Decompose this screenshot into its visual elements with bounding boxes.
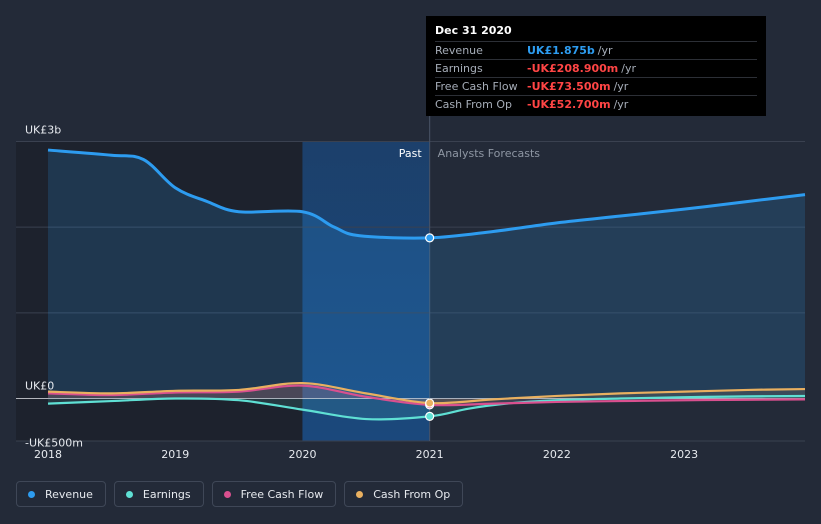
x-axis-label: 2020 [288,448,316,461]
tooltip-row-free-cash-flow: Free Cash Flow -UK£73.500m /yr [435,77,757,95]
x-axis-label: 2019 [161,448,189,461]
y-axis-label: -UK£500m [25,436,83,449]
tooltip-value: UK£1.875b [527,44,595,57]
tooltip-row-revenue: Revenue UK£1.875b /yr [435,41,757,59]
x-axis-label: 2018 [34,448,62,461]
tooltip-unit: /yr [613,98,629,111]
legend-dot-icon [223,490,231,498]
legend-item-earnings[interactable]: Earnings [113,481,204,507]
tooltip-value: -UK£52.700m [527,98,611,111]
legend: Revenue Earnings Free Cash Flow Cash Fro… [16,481,471,507]
highlight-point-earnings [425,411,435,422]
x-axis-label: 2022 [543,448,571,461]
tooltip-label: Revenue [435,44,483,57]
tooltip-label: Cash From Op [435,98,513,111]
series-line-earnings [47,394,806,421]
legend-label: Cash From Op [373,487,451,501]
forecast-label: Analysts Forecasts [438,147,541,160]
tooltip-unit: /yr [621,62,636,75]
tooltip-value: -UK£73.500m [527,80,611,93]
legend-label: Revenue [45,487,93,501]
tooltip-unit: /yr [597,44,613,57]
y-axis-label: UK£3b [25,124,61,137]
legend-item-revenue[interactable]: Revenue [16,481,106,507]
x-axis-label: 2023 [670,448,698,461]
tooltip-unit: /yr [613,80,629,93]
tooltip-value: -UK£208.900m [527,62,619,75]
tooltip-label: Earnings [435,62,483,75]
y-axis-label: UK£0 [25,380,54,393]
tooltip: Dec 31 2020 Revenue UK£1.875b /yr Earnin… [426,16,766,116]
legend-label: Free Cash Flow [240,487,324,501]
tooltip-row-earnings: Earnings -UK£208.900m /yr [435,59,757,77]
past-label: Past [399,147,423,160]
highlight-point-cash-from-op [425,398,435,408]
legend-label: Earnings [142,487,191,501]
legend-dot-icon [28,490,35,498]
shaded-region [302,141,430,441]
legend-item-cash-from-op[interactable]: Cash From Op [344,481,464,507]
tooltip-row-cash-from-op: Cash From Op -UK£52.700m /yr [435,95,757,113]
tooltip-date: Dec 31 2020 [435,24,512,37]
highlight-point-revenue [425,233,435,243]
series-line-revenue [47,148,806,240]
legend-dot-icon [356,490,364,498]
legend-dot-icon [125,490,133,498]
x-axis-label: 2021 [416,448,444,461]
legend-item-free-cash-flow[interactable]: Free Cash Flow [211,481,337,507]
tooltip-label: Free Cash Flow [435,80,518,93]
